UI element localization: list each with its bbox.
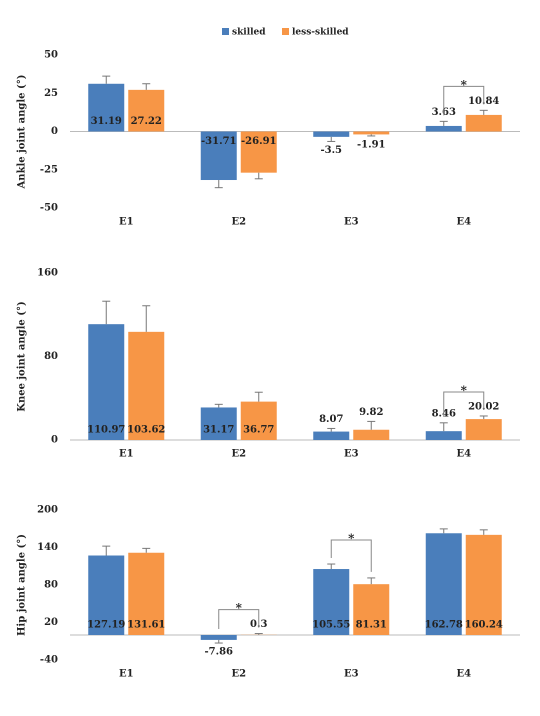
bar [466,419,502,440]
x-tick-label: E2 [231,449,246,460]
data-label: -3.5 [320,145,342,156]
data-label: 8.07 [319,414,343,425]
data-label: 131.61 [127,620,165,631]
data-label: 31.17 [203,425,234,436]
bar [353,430,389,440]
data-label: 36.77 [243,425,274,436]
data-label: 110.97 [87,425,125,436]
y-tick-label: 50 [44,50,58,61]
legend-label: skilled [232,28,266,38]
y-tick-label: 80 [44,351,58,362]
data-label: 9.82 [359,407,383,418]
data-label: 103.62 [127,425,165,436]
legend-swatch [222,28,229,35]
x-tick-label: E2 [231,217,246,228]
y-tick-label: 0 [51,126,58,137]
data-label: 31.19 [91,116,122,127]
data-label: 105.55 [312,620,350,631]
y-tick-label: 0 [51,435,58,446]
data-label: 162.78 [425,620,463,631]
bar [313,132,349,137]
bar [426,126,462,132]
y-tick-label: 20 [44,617,58,628]
x-tick-label: E4 [456,449,471,460]
data-label: -31.71 [201,136,236,147]
y-tick-label: -40 [40,655,58,666]
annotation: * [348,532,355,546]
x-tick-label: E1 [119,449,134,460]
legend-label: less-skilled [292,28,349,38]
x-tick-label: E2 [231,669,246,680]
annotation: * [236,601,243,615]
y-tick-label: 140 [37,542,58,553]
y-tick-label: 25 [44,88,58,99]
legend-swatch [282,28,289,35]
bar [313,432,349,440]
x-tick-label: E3 [344,217,359,228]
y-axis-title: Ankle joint angle (°) [17,75,28,190]
bar [353,132,389,135]
bar [466,115,502,132]
x-tick-label: E3 [344,669,359,680]
y-axis-title: Knee joint angle (°) [17,301,28,411]
x-tick-label: E4 [456,217,471,228]
x-tick-label: E1 [119,217,134,228]
data-label: 160.24 [465,620,503,631]
bar [426,431,462,440]
x-tick-label: E3 [344,449,359,460]
data-label: 127.19 [87,620,125,631]
y-tick-label: 200 [37,505,58,516]
x-tick-label: E1 [119,669,134,680]
y-tick-label: -25 [40,164,58,175]
data-label: -1.91 [357,139,386,150]
data-label: 27.22 [131,116,162,127]
bar [201,635,237,640]
y-tick-label: 80 [44,580,58,591]
data-label: 81.31 [356,620,387,631]
y-axis-title: Hip joint angle (°) [17,534,28,636]
y-tick-label: 160 [37,268,58,279]
annotation: * [461,383,468,397]
data-label: -7.86 [204,647,233,658]
bar [88,324,124,440]
annotation: * [461,78,468,92]
x-tick-label: E4 [456,669,471,680]
data-label: -26.91 [241,136,276,147]
y-tick-label: -50 [40,203,58,214]
